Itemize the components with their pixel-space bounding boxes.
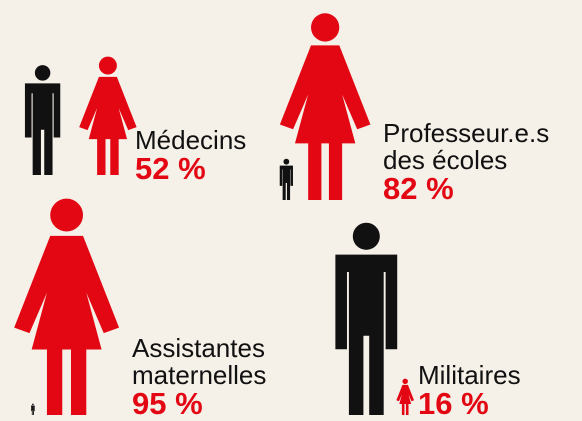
head bbox=[283, 158, 290, 165]
head bbox=[352, 222, 380, 250]
label-block: Assistantes maternelles 95 % bbox=[132, 335, 302, 420]
body bbox=[279, 165, 293, 200]
woman bbox=[279, 13, 371, 201]
woman bbox=[396, 378, 415, 415]
category-label: Professeur.e.s des écoles bbox=[383, 118, 550, 175]
head bbox=[34, 65, 51, 81]
body bbox=[24, 83, 61, 175]
woman bbox=[14, 198, 120, 415]
woman bbox=[79, 56, 137, 176]
body bbox=[396, 384, 415, 415]
head bbox=[50, 198, 84, 232]
body bbox=[14, 235, 120, 415]
value-label: 16 % bbox=[418, 386, 489, 421]
value-label: 95 % bbox=[132, 386, 203, 421]
category-label: Militaires bbox=[418, 359, 521, 390]
body bbox=[31, 405, 35, 415]
head bbox=[402, 378, 408, 385]
man bbox=[31, 403, 35, 415]
label-block: Professeur.e.s des écoles 82 % bbox=[383, 120, 578, 205]
head bbox=[311, 13, 340, 42]
value-label: 82 % bbox=[383, 171, 454, 207]
category-label: Assistantes maternelles bbox=[132, 333, 267, 390]
body bbox=[335, 254, 398, 415]
label-block: Médecins 52 % bbox=[135, 127, 285, 185]
head bbox=[98, 56, 117, 75]
value-label: 52 % bbox=[135, 151, 206, 187]
head bbox=[32, 403, 34, 406]
label-block: Militaires 16 % bbox=[418, 362, 578, 420]
body bbox=[279, 45, 371, 201]
man bbox=[24, 65, 61, 175]
man bbox=[335, 222, 398, 415]
category-label: Médecins bbox=[135, 124, 247, 155]
body bbox=[79, 76, 137, 176]
man bbox=[279, 158, 293, 200]
